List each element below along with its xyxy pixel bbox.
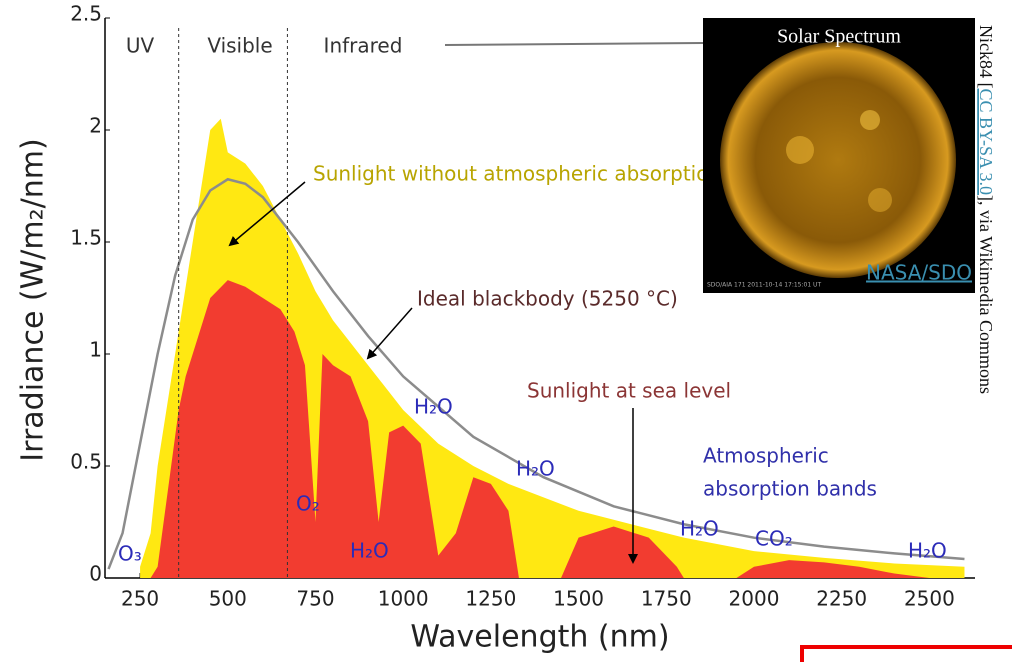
y-tick-label: 2.5 (70, 2, 102, 26)
sun-spot (786, 136, 814, 164)
x-tick-label: 500 (209, 587, 247, 611)
region-label: Visible (207, 34, 272, 58)
gas-label: O₂ (296, 492, 320, 516)
credit-link[interactable]: CC BY-SA 3.0 (976, 88, 996, 195)
region-label: Infrared (324, 34, 403, 58)
gas-label: H₂O (414, 395, 453, 419)
inset-stamp: SDO/AIA 171 2011-10-14 17:15:01 UT (707, 282, 821, 289)
sun-spot (868, 188, 892, 212)
y-axis-title: Irradiance (W/m₂/nm) (16, 138, 51, 461)
gas-label: H₂O (680, 517, 719, 541)
x-axis-title: Wavelength (nm) (410, 620, 669, 655)
gas-label: O₃ (118, 542, 142, 566)
x-tick-label: 1250 (465, 587, 516, 611)
x-tick-label: 1750 (641, 587, 692, 611)
gas-label: H₂O (516, 457, 555, 481)
chart: 0 0.5 1 1.5 2 2.5 250 500 750 1000 1250 1500 1750 200… (0, 0, 1012, 662)
gas-label: CO₂ (755, 527, 793, 551)
y-tick-label: 1 (89, 338, 102, 362)
x-tick-label: 2250 (816, 587, 867, 611)
gas-label: H₂O (350, 539, 389, 563)
region-label: UV (126, 34, 155, 58)
inset-caption[interactable]: NASA/SDO (866, 261, 972, 285)
x-tick-label: 2000 (729, 587, 780, 611)
credit-text: ], via Wikimedia Commons (976, 195, 996, 394)
y-tick-label: 0 (89, 562, 102, 586)
series-label: Sunlight at sea level (527, 379, 731, 403)
credit-text: Nick84 [ (976, 25, 996, 88)
y-tick-label: 2 (89, 114, 102, 138)
y-tick-label: 0.5 (70, 450, 102, 474)
pointer-line (445, 43, 703, 45)
x-tick-label: 250 (121, 587, 159, 611)
x-tick-label: 2500 (904, 587, 955, 611)
sun-spot (860, 110, 880, 130)
x-tick-label: 1500 (553, 587, 604, 611)
credit: Nick84 [CC BY-SA 3.0], via Wikimedia Com… (976, 25, 996, 394)
absorption-title: absorption bands (703, 477, 877, 501)
sun-disc (720, 42, 956, 278)
page: 0 0.5 1 1.5 2 2.5 250 500 750 1000 1250 1500 1750 200… (0, 0, 1012, 662)
inset-title: Solar Spectrum (777, 26, 901, 48)
y-tick-label: 1.5 (70, 226, 102, 250)
absorption-title: Atmospheric (703, 444, 829, 468)
gas-label: H₂O (908, 539, 947, 563)
highlight-box (802, 647, 1012, 662)
x-tick-label: 1000 (378, 587, 429, 611)
series-label: Ideal blackbody (5250 °C) (417, 287, 678, 311)
inset-image: Solar Spectrum SDO/AIA 171 2011-10-14 17… (703, 18, 975, 293)
series-label: Sunlight without atmospheric absorption (313, 162, 721, 186)
x-tick-label: 750 (296, 587, 334, 611)
arrow (368, 308, 412, 358)
